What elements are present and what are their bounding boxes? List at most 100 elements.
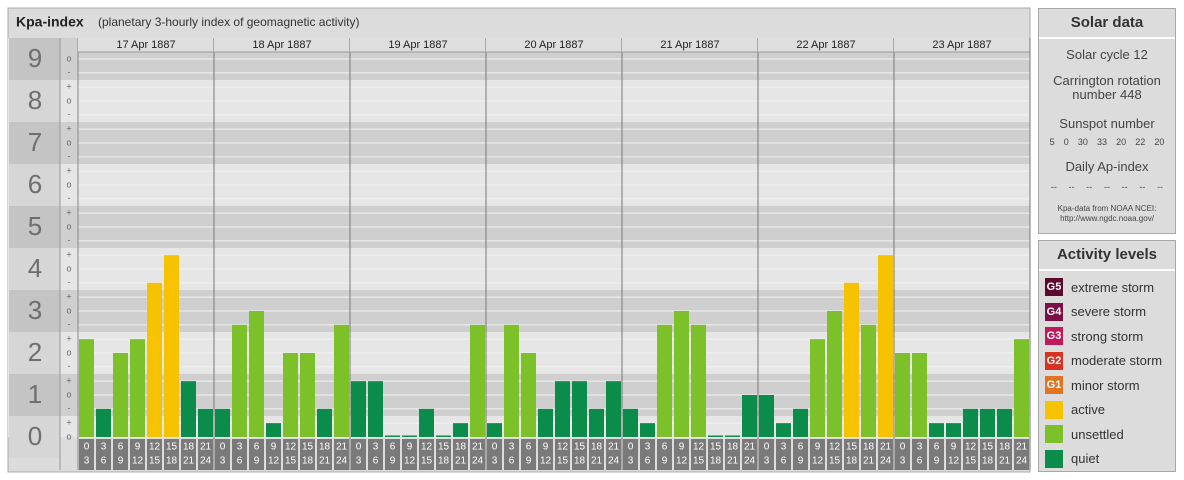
ap-row: -- -- -- -- -- -- -- — [1039, 182, 1175, 192]
hour-start: 15 — [574, 442, 586, 453]
day-header — [758, 38, 894, 52]
hour-start: 21 — [608, 442, 620, 453]
hour-cell — [827, 439, 842, 470]
day-label: 22 Apr 1887 — [796, 39, 855, 51]
ap-value: -- — [1157, 182, 1164, 192]
level-row: G5 extreme storm — [1039, 275, 1175, 300]
bar — [368, 381, 383, 437]
hour-end: 12 — [132, 456, 144, 467]
hour-end: 12 — [540, 456, 552, 467]
y-tick-label: 7 — [28, 127, 42, 157]
bar — [215, 408, 230, 437]
y-tick-label: 5 — [28, 211, 42, 241]
level-badge: G4 — [1045, 302, 1063, 321]
minor-tick-label: + — [66, 82, 71, 92]
hour-end: 3 — [764, 456, 770, 467]
bar — [640, 423, 655, 437]
hour-cell — [1014, 439, 1029, 470]
hour-start: 3 — [509, 442, 515, 453]
bar — [419, 408, 434, 437]
hour-end: 15 — [829, 456, 841, 467]
sunspot-title: Sunspot number — [1059, 116, 1155, 131]
hour-start: 18 — [999, 442, 1011, 453]
hour-cell — [657, 439, 672, 470]
day-header — [894, 38, 1030, 52]
hour-start: 15 — [302, 442, 314, 453]
minor-tick-label: - — [68, 361, 71, 371]
hour-end: 12 — [404, 456, 416, 467]
hour-end: 3 — [492, 456, 498, 467]
hour-start: 6 — [526, 442, 532, 453]
bar — [147, 282, 162, 437]
y-tick-label: 2 — [28, 337, 42, 367]
panel-title: Solar data — [1039, 9, 1175, 39]
hour-start: 3 — [917, 442, 923, 453]
hour-end: 24 — [472, 456, 484, 467]
hour-end: 24 — [608, 456, 620, 467]
hour-end: 6 — [917, 456, 923, 467]
hour-start: 9 — [135, 442, 141, 453]
hour-start: 0 — [220, 442, 226, 453]
hour-cell — [980, 439, 995, 470]
level-label: moderate storm — [1071, 353, 1163, 369]
hour-cell — [793, 439, 808, 470]
hour-cell — [708, 439, 723, 470]
hour-start: 0 — [900, 442, 906, 453]
minor-tick-label: + — [66, 124, 71, 134]
bar — [844, 282, 859, 437]
y-tick-label: 9 — [28, 43, 42, 73]
hour-start: 9 — [543, 442, 549, 453]
hour-end: 6 — [781, 456, 787, 467]
hour-cell — [623, 439, 638, 470]
hour-start: 6 — [390, 442, 396, 453]
bar — [538, 408, 553, 437]
hour-cell — [164, 439, 179, 470]
hour-start: 9 — [271, 442, 277, 453]
hour-start: 15 — [982, 442, 994, 453]
level-badge: G5 — [1045, 278, 1063, 297]
hour-start: 3 — [237, 442, 243, 453]
bar — [402, 435, 417, 437]
ap-title: Daily Ap-index — [1065, 159, 1149, 174]
hour-cell — [606, 439, 621, 470]
sunspot-value: 20 — [1154, 137, 1165, 147]
level-row: quiet — [1039, 447, 1175, 472]
hour-end: 18 — [302, 456, 314, 467]
hour-end: 21 — [727, 456, 739, 467]
chart-subtitle: (planetary 3-hourly index of geomagnetic… — [98, 15, 359, 29]
minor-tick-label: - — [68, 151, 71, 161]
y-tick-label: 0 — [28, 421, 42, 451]
bar — [130, 339, 145, 437]
level-label: severe storm — [1071, 304, 1147, 320]
hour-start: 15 — [438, 442, 450, 453]
hour-start: 0 — [84, 442, 90, 453]
hour-start: 3 — [645, 442, 651, 453]
bar — [708, 435, 723, 437]
minor-tick-label: - — [68, 67, 71, 77]
hour-start: 21 — [744, 442, 756, 453]
hour-cell — [895, 439, 910, 470]
bar — [385, 435, 400, 437]
hour-end: 3 — [84, 456, 90, 467]
hour-start: 18 — [727, 442, 739, 453]
solar-cycle: Solar cycle 12 — [1066, 47, 1148, 62]
sunspot-value: 22 — [1135, 137, 1146, 147]
minor-tick-label: o — [66, 263, 71, 273]
hour-start: 12 — [829, 442, 841, 453]
hour-start: 12 — [285, 442, 297, 453]
bar — [657, 324, 672, 437]
label-band — [9, 248, 60, 290]
hour-end: 3 — [628, 456, 634, 467]
hour-start: 6 — [934, 442, 940, 453]
hour-start: 9 — [407, 442, 413, 453]
panel-title: Activity levels — [1039, 241, 1175, 271]
day-header — [350, 38, 486, 52]
minor-tick-label: - — [68, 319, 71, 329]
bar — [759, 395, 774, 437]
day-header — [486, 38, 622, 52]
bar — [946, 423, 961, 437]
minor-tick-label: o — [66, 221, 71, 231]
hour-start: 6 — [118, 442, 124, 453]
hour-cell — [487, 439, 502, 470]
